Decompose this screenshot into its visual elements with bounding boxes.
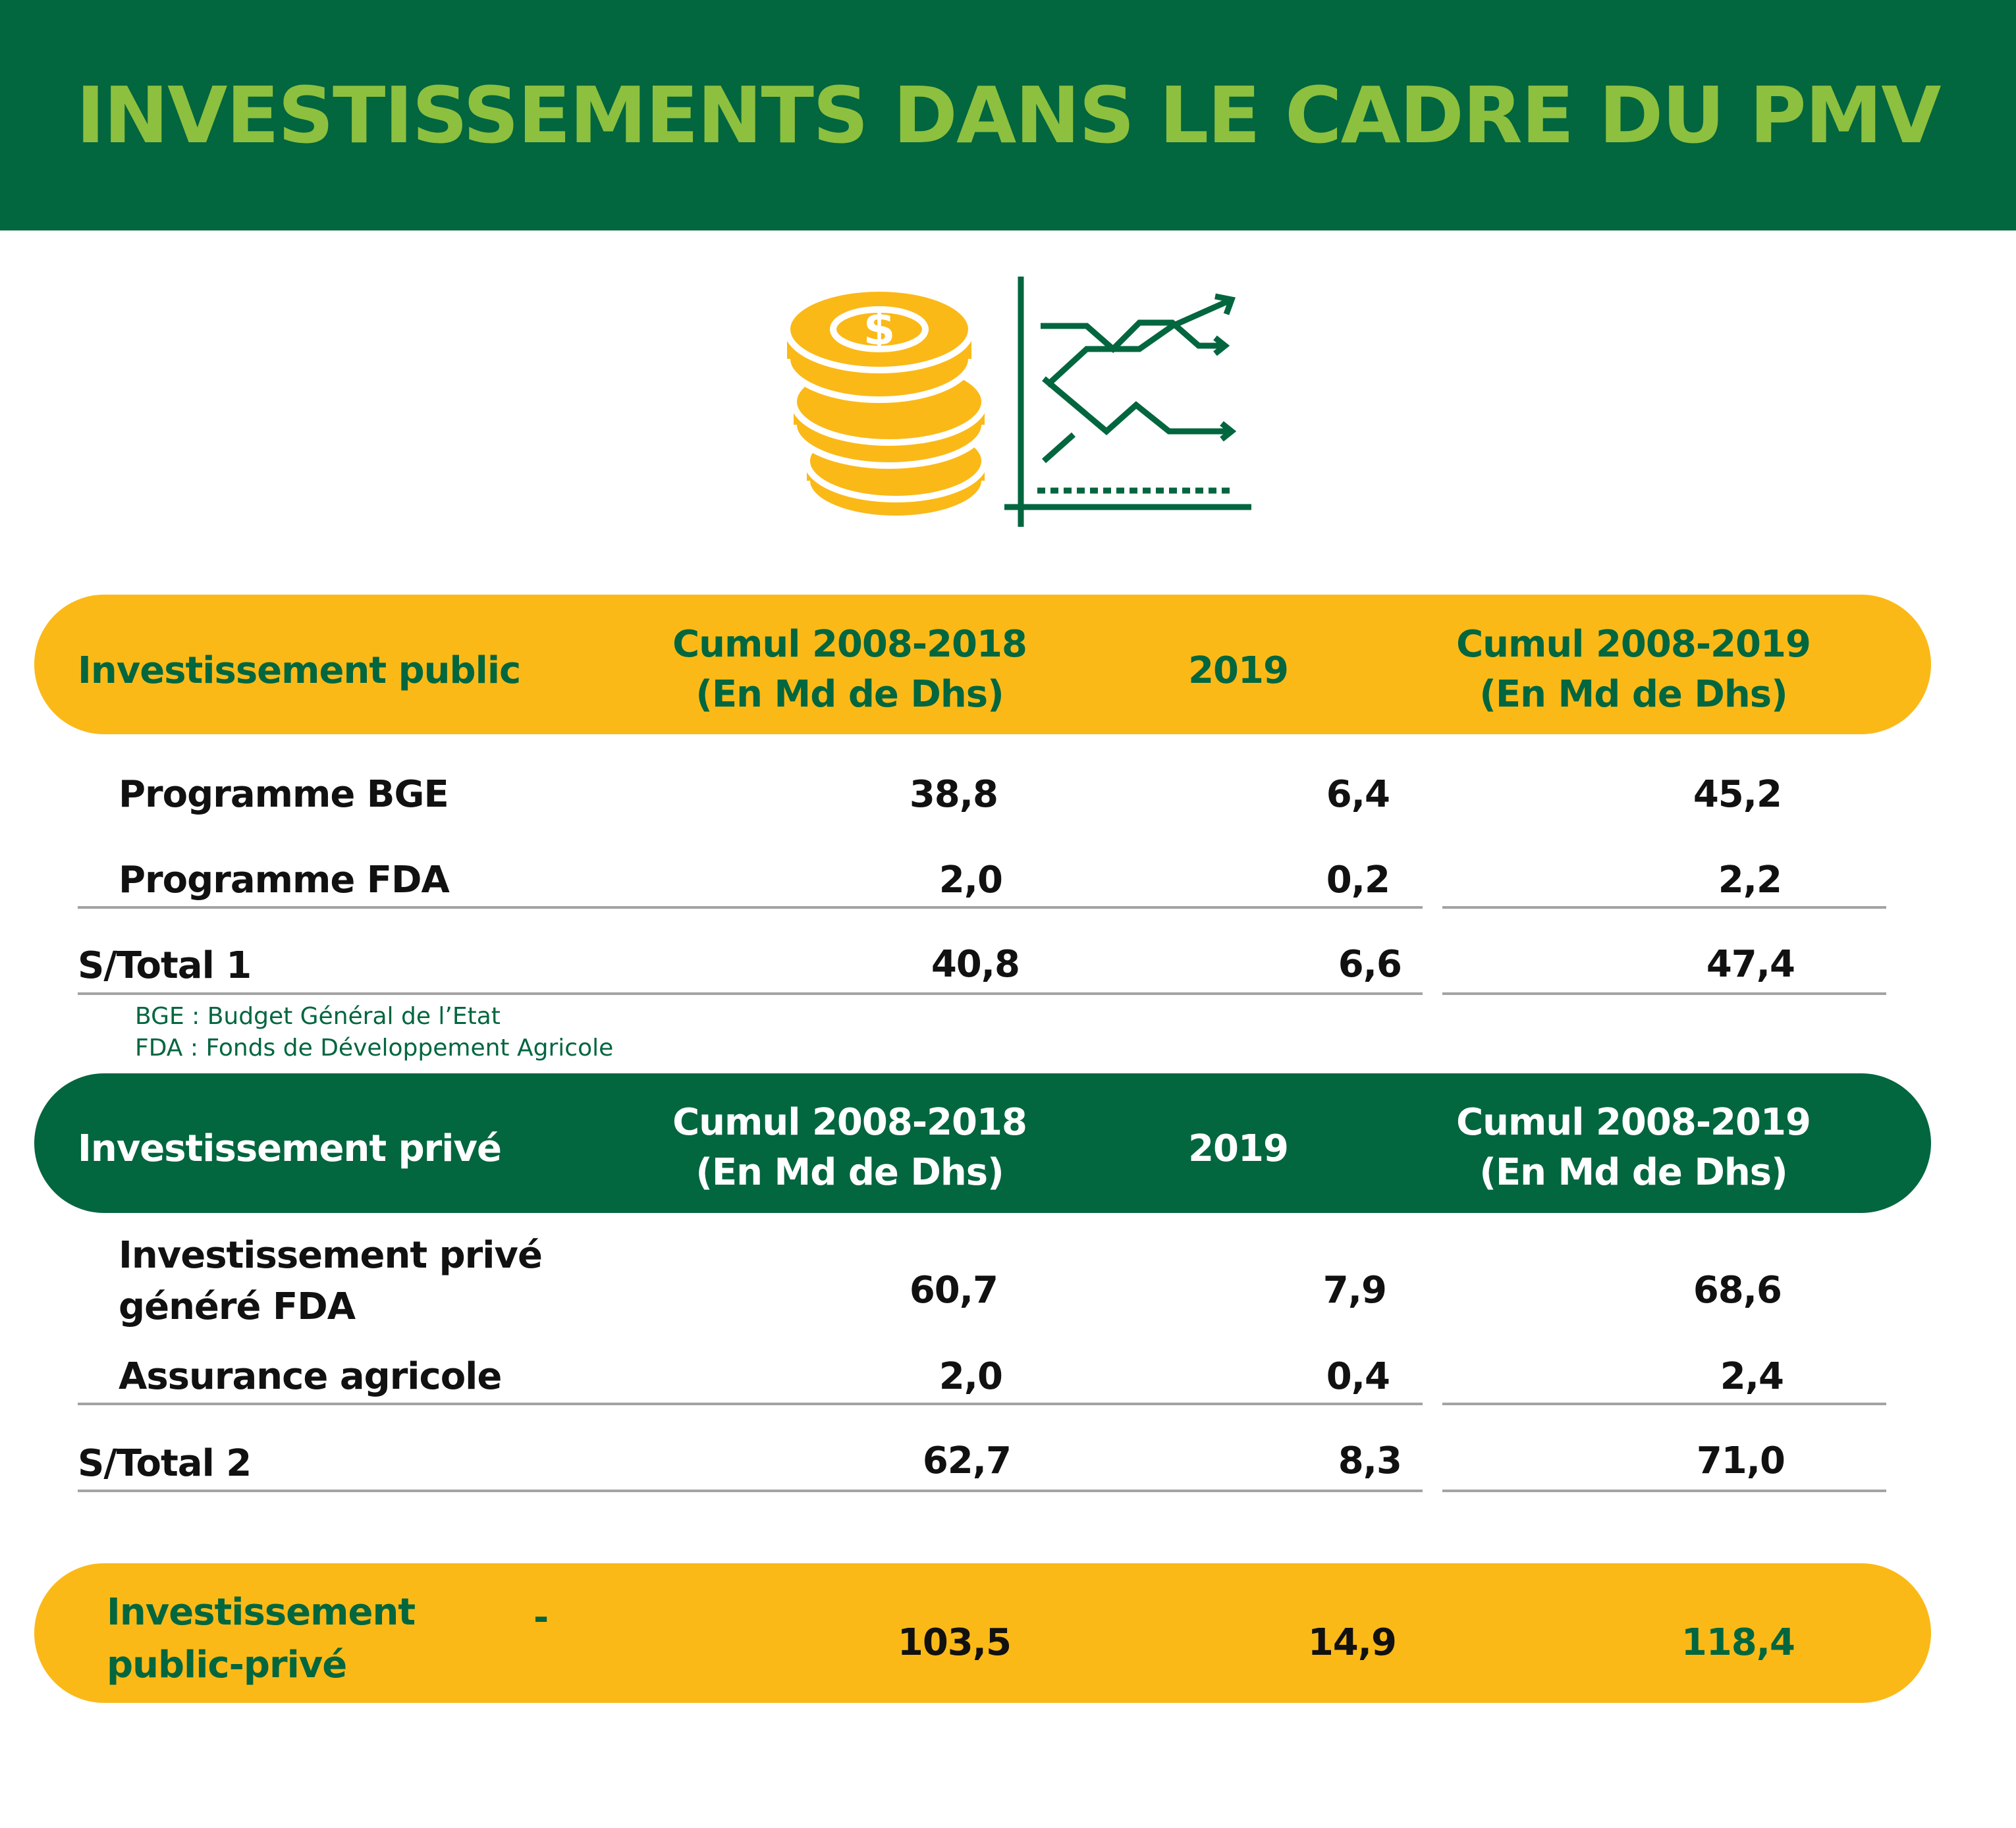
public-row-label: Programme FDA [119,859,450,901]
private-header-bar [34,1073,1931,1213]
footnote-fda: FDA : Fonds de Développement Agricole [135,1035,614,1062]
public-subtotal-c2: 6,6 [1338,943,1402,986]
total-bar [34,1563,1931,1703]
divider [78,1490,1423,1492]
public-row-c2: 0,2 [1326,859,1390,901]
public-subtotal-c3: 47,4 [1706,943,1795,986]
private-row-c3: 2,4 [1720,1355,1784,1398]
private-row-c2: 0,4 [1326,1355,1390,1398]
private-subtotal-c2: 8,3 [1338,1439,1402,1482]
private-col1-header-line2: (En Md de Dhs) [695,1151,1004,1194]
divider [78,992,1423,995]
divider [78,1403,1423,1405]
coins-chart-illustration: $ [784,277,1251,527]
total-dash: - [533,1596,549,1639]
private-header-label: Investissement privé [78,1127,502,1170]
public-col3-header-line1: Cumul 2008-2019 [1456,623,1811,666]
private-col3-header-line1: Cumul 2008-2019 [1456,1101,1811,1144]
private-row-c1: 60,7 [909,1269,998,1312]
private-col3-header-line2: (En Md de Dhs) [1479,1151,1787,1194]
private-subtotal-c3: 71,0 [1696,1439,1785,1482]
private-row-c2: 7,9 [1322,1269,1387,1312]
divider [78,906,1423,909]
public-col1-header-line2: (En Md de Dhs) [695,673,1004,716]
public-row-c1: 38,8 [909,773,998,816]
page-title: INVESTISSEMENTS DANS LE CADRE DU PMV [76,70,1941,161]
public-header-bar [34,595,1931,734]
public-row-label: Programme BGE [119,773,449,816]
public-col1-header-line1: Cumul 2008-2018 [672,623,1027,666]
private-row-label: Assurance agricole [119,1355,502,1398]
divider [1442,1490,1886,1492]
svg-text:$: $ [863,302,896,356]
total-label-line1: Investissement [107,1591,416,1634]
private-row-label-line1: Investissement privé [119,1234,543,1277]
footnote-bge: BGE : Budget Général de l’Etat [135,1003,501,1030]
divider [1442,906,1886,909]
public-col2-header: 2019 [1188,649,1289,692]
total-c2: 14,9 [1307,1621,1397,1664]
private-row-label-line2: généré FDA [119,1285,356,1328]
private-row-c3: 68,6 [1693,1269,1782,1312]
private-row-c1: 2,0 [939,1355,1003,1398]
divider [1442,1403,1886,1405]
total-c1: 103,5 [897,1621,1012,1664]
coins-and-trend-chart-icon: $ [777,267,1265,543]
public-subtotal-c1: 40,8 [931,943,1020,986]
public-row-c3: 45,2 [1693,773,1782,816]
private-subtotal-label: S/Total 2 [78,1442,252,1485]
trend-chart-icon [1004,277,1251,527]
divider [1442,992,1886,995]
total-label-line2: public-privé [107,1644,347,1686]
private-col1-header-line1: Cumul 2008-2018 [672,1101,1027,1144]
total-c3: 118,4 [1681,1621,1795,1664]
public-row-c2: 6,4 [1326,773,1390,816]
private-col2-header: 2019 [1188,1127,1289,1170]
public-header-label: Investissement public [78,649,521,692]
public-row-c1: 2,0 [939,859,1003,901]
public-subtotal-label: S/Total 1 [78,944,252,987]
public-col3-header-line2: (En Md de Dhs) [1479,673,1787,716]
private-subtotal-c1: 62,7 [922,1439,1012,1482]
coins-icon: $ [784,285,988,522]
header-banner: INVESTISSEMENTS DANS LE CADRE DU PMV [0,0,2016,230]
public-row-c3: 2,2 [1718,859,1782,901]
